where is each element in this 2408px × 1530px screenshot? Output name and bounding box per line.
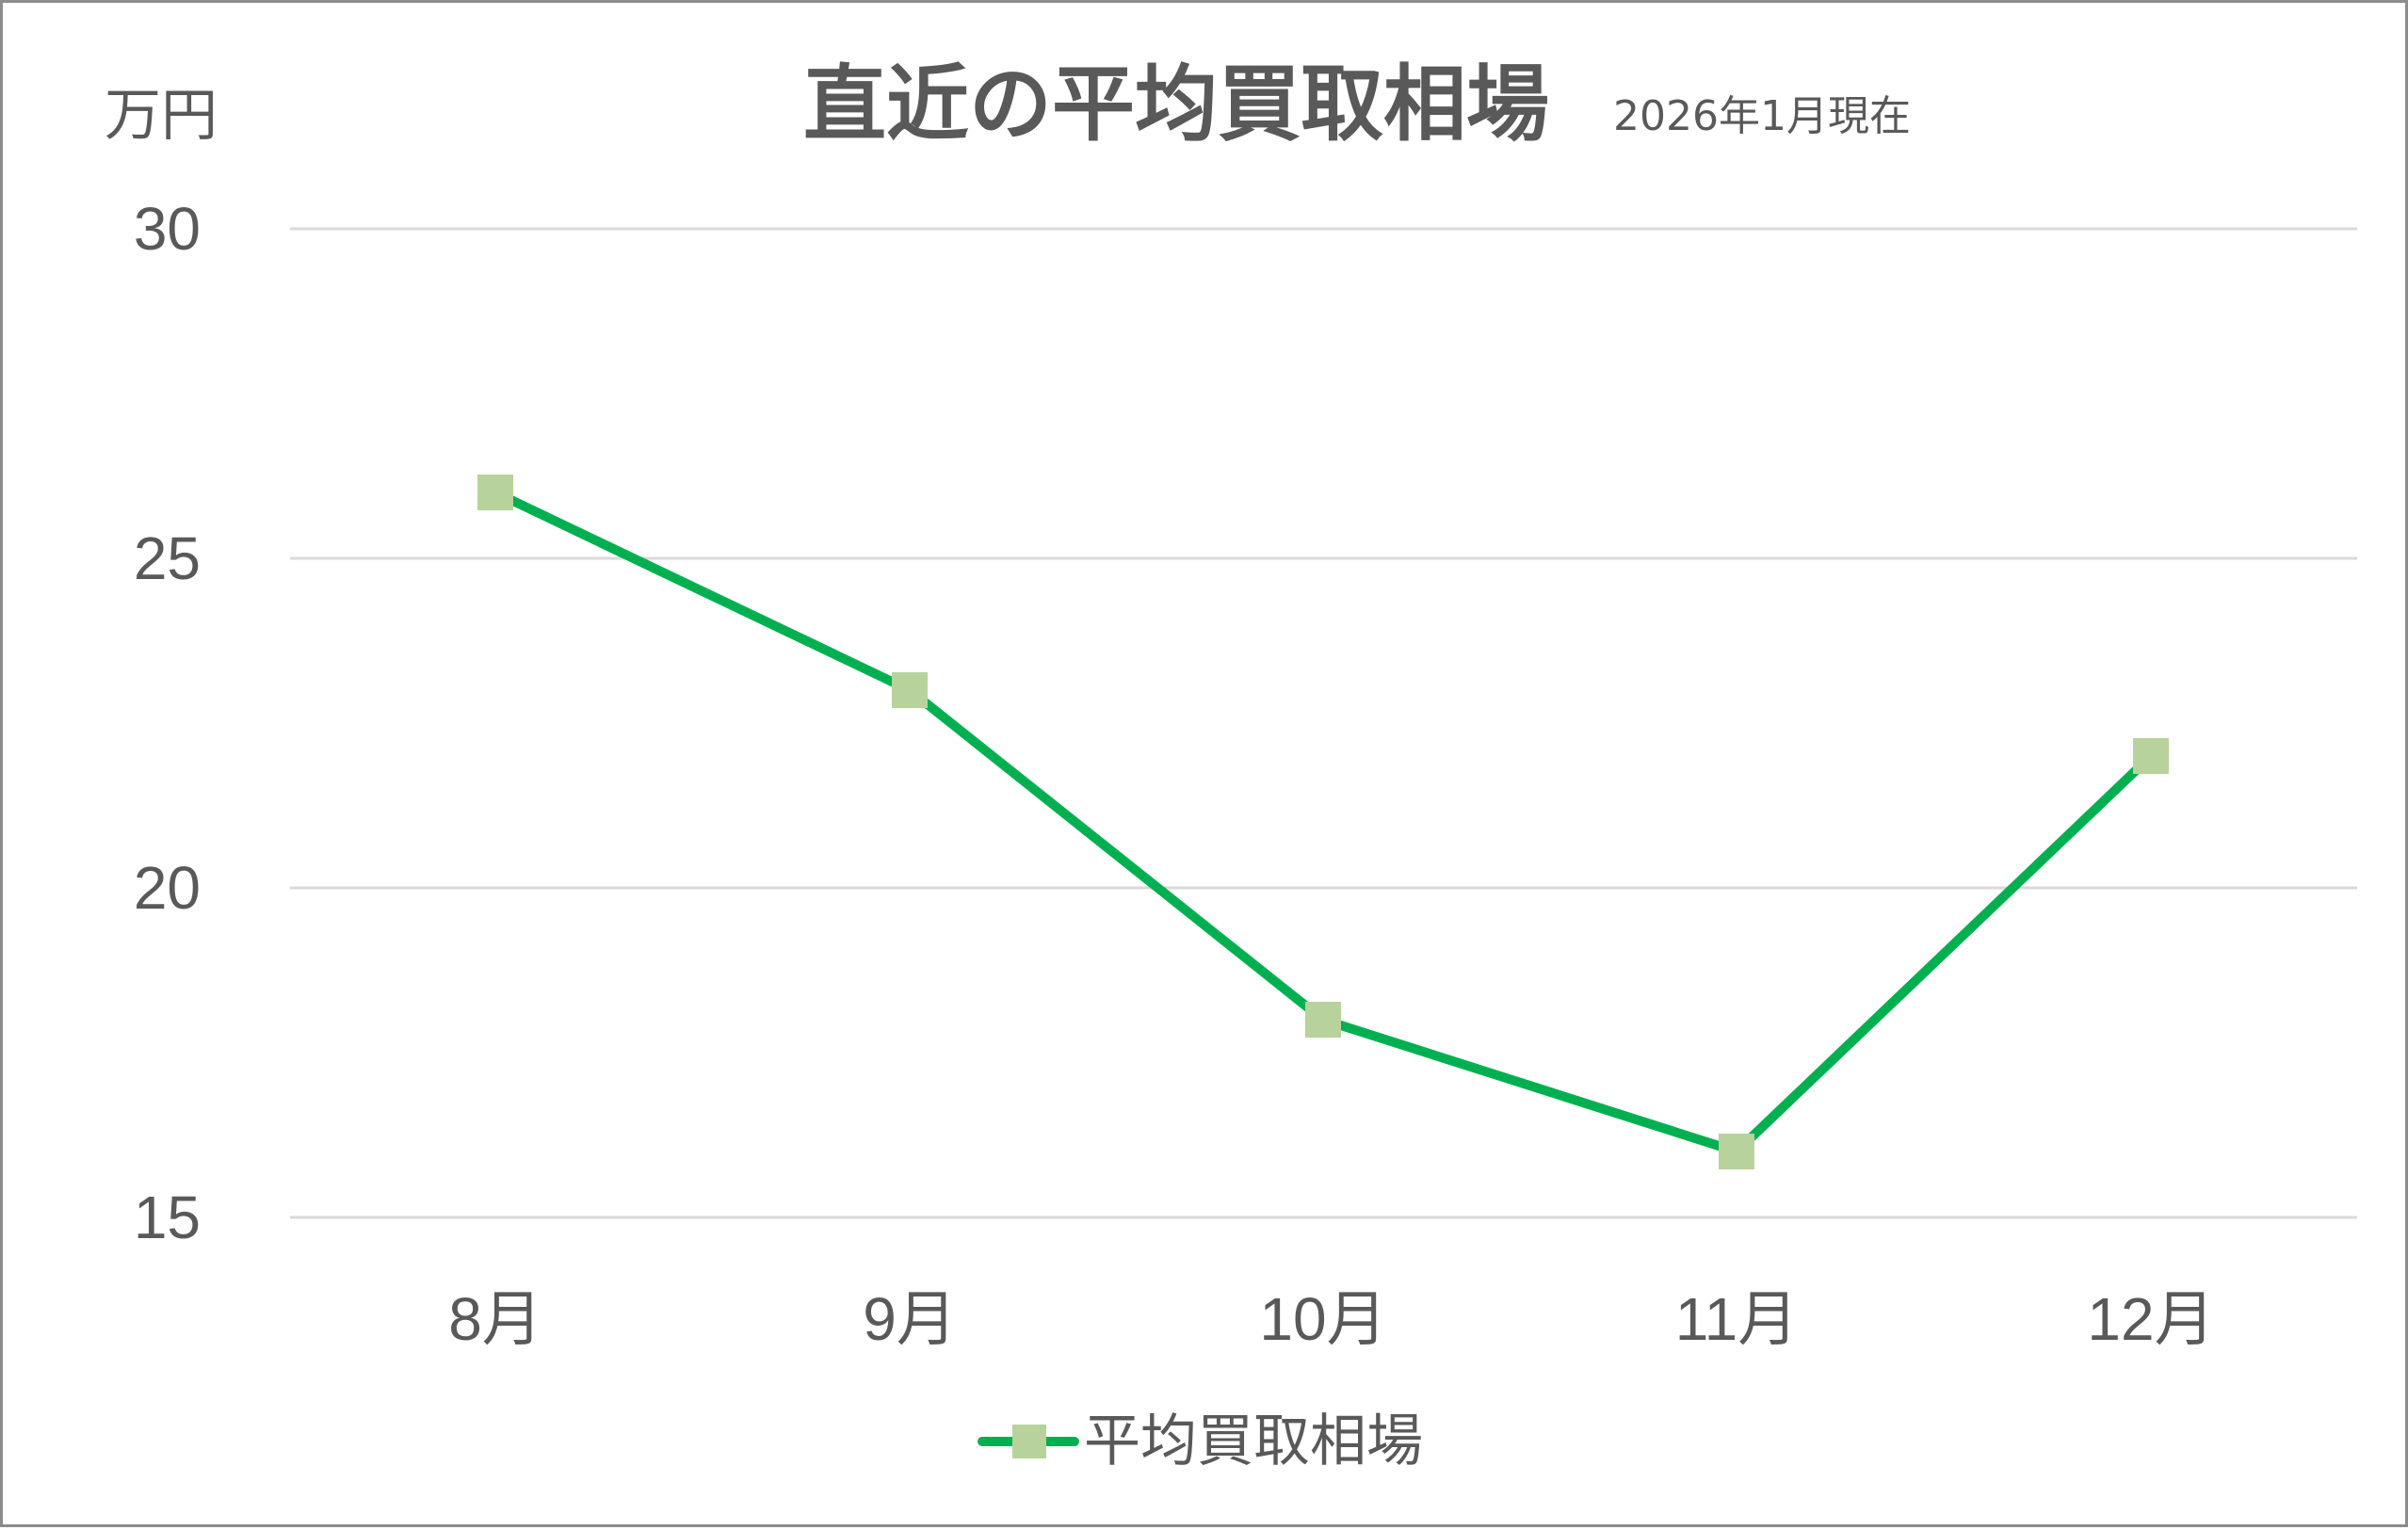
series-layer (477, 475, 2169, 1169)
y-tick-label: 25 (134, 524, 201, 592)
data-point-marker (1719, 1134, 1754, 1169)
x-tick-label: 9月 (863, 1285, 957, 1353)
data-point-marker (892, 672, 928, 708)
y-tick-label: 15 (134, 1184, 201, 1251)
series-line-0 (491, 488, 2156, 1156)
chart-title: 直近の平均買取相場 (803, 56, 1549, 153)
y-tick-label: 20 (134, 854, 201, 922)
data-point-marker (477, 475, 513, 510)
y-tick-label: 30 (134, 195, 201, 263)
x-tick-label: 10月 (1259, 1285, 1386, 1353)
gridlines (290, 227, 2357, 1219)
x-tick-labels: 8月 9月 10月 11月 12月 (448, 1285, 2214, 1353)
y-tick-labels: 15 20 25 30 (134, 195, 201, 1251)
line-chart: 15 20 25 30 8月 9月 10月 11月 12月 直近の平均買取相場 2026年1月… (105, 56, 2357, 1474)
x-tick-label: 8月 (448, 1285, 542, 1353)
legend-label: 平均買取相場 (1084, 1409, 1423, 1474)
legend-marker (1012, 1425, 1046, 1458)
y-axis-unit: 万円 (105, 83, 218, 149)
x-tick-label: 11月 (1675, 1285, 1798, 1353)
chart-subtitle: 2026年1月現在 (1613, 92, 1911, 140)
legend: 平均買取相場 (978, 1409, 1423, 1474)
data-point-marker (2133, 738, 2169, 774)
x-tick-label: 12月 (2087, 1285, 2214, 1353)
data-point-marker (1305, 1002, 1341, 1038)
